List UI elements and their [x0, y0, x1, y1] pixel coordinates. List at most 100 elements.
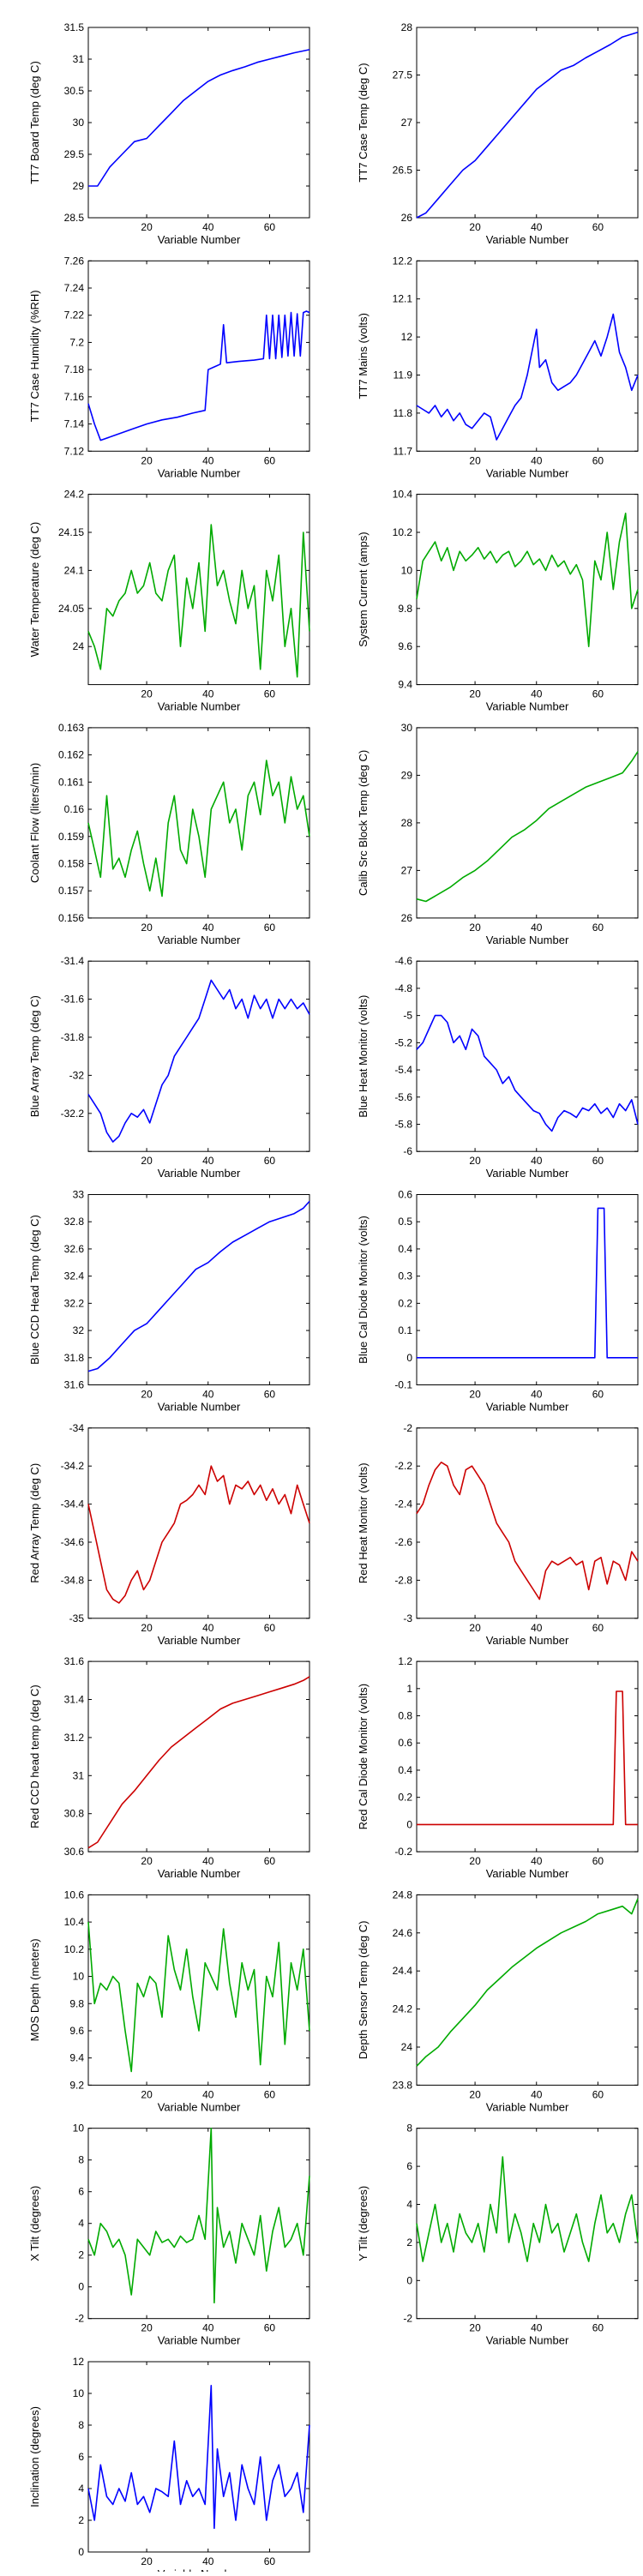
y-tick-label: 9.4	[69, 2052, 84, 2064]
y-tick-label: 23.8	[393, 2079, 413, 2091]
chart-panel-16: 20 40 60 -0.2 0 0.2 0.4 0.6 0.8 1 1.2 Variable Numb…	[357, 1655, 639, 1880]
plot-frame	[87, 27, 310, 219]
y-tick-label: 10	[73, 2387, 85, 2399]
chart-panel-11: 20 40 60 31.6 31.8 32 32.2 32.4 32.6 32.8 33 Variab…	[28, 1189, 310, 1414]
x-tick-label: 40	[531, 454, 543, 466]
y-tick-label: 8	[78, 2154, 84, 2166]
chart-panel-9: 20 40 60 -32.2 -32 -31.8 -31.6 -31.4 Variable Nu…	[28, 955, 310, 1180]
y-tick-label: 6	[78, 2451, 84, 2463]
y-tick-label: 10.2	[393, 526, 413, 538]
y-tick-label: 10.2	[64, 1943, 85, 1955]
x-tick-label: 60	[592, 2088, 604, 2100]
chart-panel-19: 20 40 60 -2 0 2 4 6 8 10 Variable Number X Tilt (de…	[28, 2123, 310, 2347]
y-tick-label: 0.6	[398, 1189, 412, 1201]
y-tick-label: -34.4	[61, 1498, 85, 1510]
y-tick-label: 27	[401, 117, 413, 129]
y-axis-label: Inclination (degrees)	[28, 2406, 41, 2507]
y-tick-label: 4	[78, 2218, 84, 2230]
y-tick-label: 0.6	[398, 1737, 412, 1749]
y-tick-label: -32	[69, 1069, 85, 1081]
y-tick-label: 6	[406, 2160, 412, 2172]
x-axis-label: Variable Number	[158, 2334, 241, 2347]
x-axis-label: Variable Number	[486, 233, 569, 246]
y-tick-label: 12.1	[393, 293, 413, 305]
y-tick-label: 30	[73, 117, 85, 129]
y-tick-label: -2	[403, 2313, 412, 2325]
x-tick-label: 60	[264, 2322, 276, 2334]
x-tick-label: 60	[592, 1155, 604, 1167]
plot-frame	[416, 960, 639, 1152]
plot-frame	[87, 2128, 310, 2320]
plot-frame	[416, 2128, 639, 2320]
series-line	[87, 1465, 310, 1604]
x-tick-label: 60	[264, 688, 276, 700]
y-axis-label: Red Heat Monitor (volts)	[357, 1462, 370, 1583]
y-tick-label: -34	[69, 1422, 85, 1434]
y-tick-label: 32	[73, 1324, 85, 1336]
series-line	[87, 760, 310, 898]
x-tick-label: 40	[202, 2555, 214, 2567]
y-tick-label: 7.14	[64, 418, 85, 430]
y-tick-label: 24.05	[58, 603, 84, 615]
plot-frame	[416, 1660, 639, 1852]
y-tick-label: -5	[403, 1010, 412, 1022]
y-tick-label: 0.161	[58, 776, 84, 788]
x-axis-label: Variable Number	[486, 466, 569, 479]
y-axis-label: Blue CCD Head Temp (deg C)	[28, 1215, 41, 1365]
x-axis-label: Variable Number	[158, 233, 241, 246]
y-tick-label: 7.22	[64, 309, 85, 321]
y-tick-label: -31.6	[61, 994, 85, 1006]
y-tick-label: 32.6	[64, 1243, 85, 1255]
y-tick-label: 9.6	[398, 640, 412, 652]
y-tick-label: 7.26	[64, 255, 85, 267]
plot-frame	[87, 260, 310, 452]
x-tick-label: 40	[202, 1622, 214, 1634]
series-line	[416, 31, 639, 219]
y-tick-label: -31.8	[61, 1031, 85, 1043]
chart-panel-20: 20 40 60 -2 0 2 4 6 8 Variable Number Y Tilt (degr…	[357, 2123, 639, 2347]
y-tick-label: 0.16	[64, 803, 85, 815]
x-tick-label: 40	[202, 221, 214, 233]
plot-frame	[87, 960, 310, 1152]
y-tick-label: 7.2	[69, 336, 84, 348]
x-tick-label: 60	[592, 1389, 604, 1401]
y-tick-label: 24.6	[393, 1927, 413, 1939]
y-tick-label: 31.8	[64, 1352, 85, 1364]
x-tick-label: 20	[469, 1855, 481, 1867]
x-tick-label: 40	[531, 1855, 543, 1867]
y-tick-label: 30.6	[64, 1846, 85, 1858]
x-tick-label: 20	[141, 221, 153, 233]
y-axis-label: Red Cal Diode Monitor (volts)	[357, 1684, 370, 1830]
y-tick-label: 24.15	[58, 526, 84, 538]
y-tick-label: 32.2	[64, 1297, 85, 1309]
plot-frame	[87, 1194, 310, 1385]
x-tick-label: 20	[141, 1855, 153, 1867]
x-tick-label: 40	[202, 1855, 214, 1867]
y-tick-label: 29	[401, 769, 413, 781]
y-tick-label: 0	[406, 1818, 412, 1830]
series-line	[416, 512, 639, 648]
x-tick-label: 40	[202, 2088, 214, 2100]
x-tick-label: 60	[264, 454, 276, 466]
y-tick-label: 31.5	[64, 21, 85, 33]
y-tick-label: 24	[401, 2041, 413, 2053]
y-tick-label: 32.8	[64, 1216, 85, 1228]
x-tick-label: 60	[264, 1155, 276, 1167]
chart-panel-7: 20 40 60 0.156 0.157 0.158 0.159 0.16 0.161 0.162…	[28, 722, 310, 946]
y-tick-label: 8	[78, 2419, 84, 2431]
y-tick-label: 26.5	[393, 165, 413, 177]
y-tick-label: -5.6	[394, 1091, 412, 1103]
x-tick-label: 20	[469, 2322, 481, 2334]
plot-frame	[87, 1894, 310, 2086]
x-tick-label: 60	[264, 922, 276, 934]
plot-frame	[416, 1894, 639, 2086]
y-tick-label: 0.1	[398, 1324, 412, 1336]
x-tick-label: 20	[141, 2088, 153, 2100]
y-tick-label: -2	[403, 1422, 412, 1434]
y-tick-label: 26	[401, 912, 413, 924]
y-tick-label: -31.4	[61, 955, 85, 967]
y-tick-label: 29.5	[64, 148, 85, 160]
chart-panel-4: 20 40 60 11.7 11.8 11.9 12 12.1 12.2 Variable Num…	[357, 255, 639, 479]
x-axis-label: Variable Number	[158, 2100, 241, 2113]
